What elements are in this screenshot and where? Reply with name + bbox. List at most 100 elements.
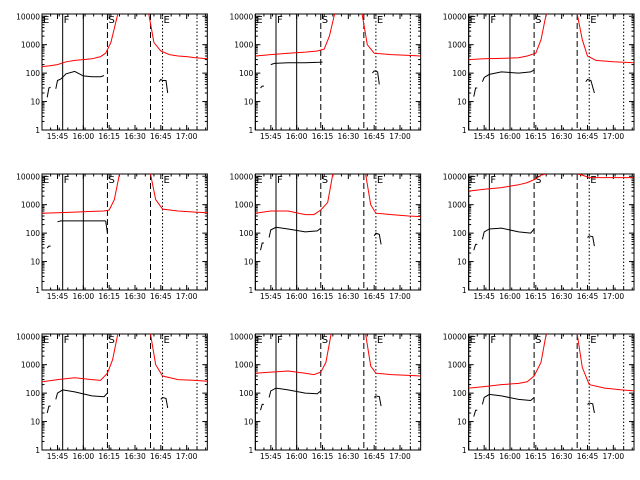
x-tick-label: 15:45 <box>47 132 69 141</box>
x-tick-label: 16:30 <box>124 452 146 461</box>
series-group <box>468 174 634 251</box>
plot-frame <box>41 13 208 131</box>
x-tick-label: 15:45 <box>260 132 282 141</box>
y-tick-label: 10 <box>457 418 467 427</box>
y-tick-label: 1000 <box>234 201 253 210</box>
detector-panel-3: 1 10 100 1000 10000 15:45 16:00 16:15 16:30 16:45… <box>443 12 635 141</box>
detector-panel-8: 1 10 100 1000 10000 15:45 16:00 16:15 16:30 16:45… <box>229 332 422 461</box>
detector-panel-9: 1 10 100 1000 10000 15:45 16:00 16:15 16:30 16:45… <box>443 332 635 461</box>
events-series-line <box>260 85 264 89</box>
x-tick-label: 15:45 <box>473 132 495 141</box>
x-tick-label: 16:45 <box>150 292 172 301</box>
y-tick-label: 100 <box>26 69 41 78</box>
lld-series-line <box>577 174 634 179</box>
y-tick-label: 1 <box>462 126 467 135</box>
detector-panel-1: 1 10 100 1000 10000 15:45 16:00 16:15 16:30 16:45… <box>16 12 208 141</box>
events-series-line <box>481 393 535 405</box>
x-tick-label: 16:30 <box>338 292 360 301</box>
detector-panel-2: 1 10 100 1000 10000 15:45 16:00 16:15 16:30 16:45… <box>229 12 422 141</box>
y-tick-label: 10000 <box>229 12 253 21</box>
x-tick-label: 16:45 <box>363 132 385 141</box>
marker-label: F <box>490 15 496 26</box>
y-tick-label: 10 <box>244 258 254 267</box>
events-series-line <box>105 220 108 234</box>
x-tick-label: 16:15 <box>98 132 120 141</box>
events-series-line <box>268 387 322 398</box>
series-group <box>255 14 421 89</box>
y-tick-label: 1000 <box>234 361 253 370</box>
y-tick-label: 1 <box>35 286 40 295</box>
events-series-line <box>260 403 264 411</box>
marker-label: F <box>277 15 283 26</box>
marker-label: E <box>43 335 49 346</box>
marker-label: E <box>256 175 262 186</box>
marker-label: S <box>535 15 541 26</box>
marker-label: S <box>535 175 541 186</box>
x-tick-label: 16:15 <box>312 452 334 461</box>
lld-series-line <box>365 174 421 218</box>
events-series-line <box>55 389 108 400</box>
y-tick-label: 1 <box>249 126 254 135</box>
x-tick-label: 16:30 <box>338 452 360 461</box>
y-tick-label: 10000 <box>229 332 253 341</box>
marker-label: E <box>377 335 383 346</box>
y-tick-label: 100 <box>239 229 254 238</box>
events-series-line <box>372 70 380 85</box>
series-group <box>255 334 421 411</box>
y-tick-label: 10000 <box>16 12 40 21</box>
detector-panel-7: 1 10 100 1000 10000 15:45 16:00 16:15 16:30 16:45… <box>16 332 208 461</box>
detector-panel-5: 1 10 100 1000 10000 15:45 16:00 16:15 16:30 16:45… <box>229 172 422 301</box>
events-series-line <box>585 78 595 94</box>
plot-frame <box>468 333 635 451</box>
y-tick-label: 1 <box>249 286 254 295</box>
y-tick-label: 10 <box>457 98 467 107</box>
events-series-line <box>373 395 382 407</box>
lld-series-line <box>42 14 119 68</box>
x-tick-label: 16:30 <box>551 132 573 141</box>
y-tick-label: 1 <box>35 126 40 135</box>
y-tick-label: 1000 <box>448 41 467 50</box>
x-tick-label: 16:45 <box>150 452 172 461</box>
x-tick-label: 16:00 <box>73 452 95 461</box>
x-tick-label: 16:00 <box>499 452 521 461</box>
y-tick-label: 10000 <box>229 172 253 181</box>
x-tick-label: 16:45 <box>577 132 599 141</box>
x-tick-label: 15:45 <box>260 292 282 301</box>
plot-frame <box>41 173 208 291</box>
marker-label: E <box>164 175 170 186</box>
events-series-line <box>260 242 264 251</box>
y-tick-label: 10 <box>244 418 254 427</box>
plot-frame <box>468 173 635 291</box>
x-tick-label: 16:30 <box>124 292 146 301</box>
lld-series-line <box>576 14 634 64</box>
events-series-line <box>46 245 51 249</box>
marker-label: F <box>64 335 70 346</box>
marker-label: E <box>590 335 596 346</box>
y-tick-label: 10000 <box>443 12 467 21</box>
events-series-line <box>473 409 478 417</box>
marker-label: F <box>64 175 70 186</box>
x-tick-label: 16:45 <box>363 452 385 461</box>
x-tick-label: 16:30 <box>551 292 573 301</box>
plot-frame <box>254 13 422 131</box>
x-tick-label: 16:30 <box>551 452 573 461</box>
x-tick-label: 16:00 <box>73 132 95 141</box>
marker-label: S <box>322 15 328 26</box>
x-tick-label: 17:00 <box>389 452 411 461</box>
series-group <box>42 334 208 414</box>
marker-label: S <box>535 335 541 346</box>
marker-label: F <box>490 335 496 346</box>
events-series-line <box>373 232 382 245</box>
x-tick-label: 16:00 <box>499 132 521 141</box>
x-tick-label: 15:45 <box>473 452 495 461</box>
marker-label: E <box>590 15 596 26</box>
events-series-line <box>46 86 51 98</box>
marker-label: E <box>43 175 49 186</box>
x-tick-label: 16:45 <box>150 132 172 141</box>
y-tick-label: 100 <box>452 69 467 78</box>
lld-series-line <box>255 14 336 57</box>
series-group <box>255 174 421 251</box>
y-tick-label: 1 <box>35 446 40 455</box>
lld-series-line <box>468 14 547 61</box>
